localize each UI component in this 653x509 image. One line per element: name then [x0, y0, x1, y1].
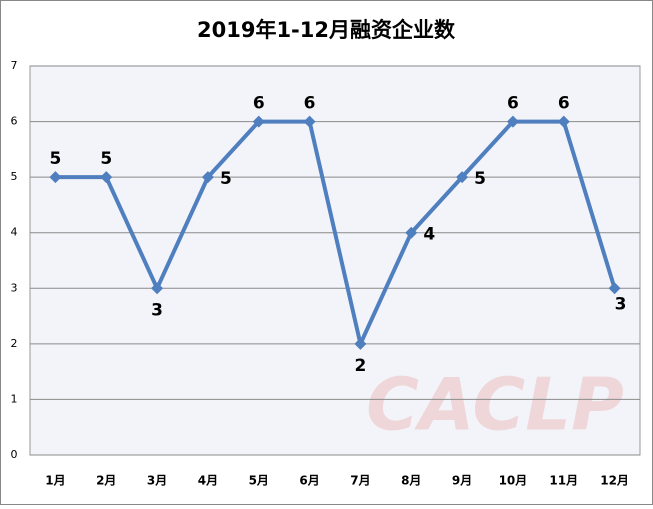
x-tick-label: 3月 — [147, 474, 167, 488]
data-label: 2 — [354, 356, 366, 376]
marker — [456, 171, 469, 184]
x-tick-label: 7月 — [350, 474, 370, 488]
data-label: 4 — [423, 225, 435, 245]
watermark: CACLP — [366, 363, 624, 447]
data-line — [55, 119, 617, 346]
y-tick-label: 4 — [11, 226, 18, 239]
x-tick-label: 6月 — [299, 474, 319, 488]
marker — [49, 171, 62, 184]
data-label: 5 — [100, 149, 112, 169]
data-label: 6 — [507, 94, 519, 114]
marker — [201, 171, 214, 184]
marker — [151, 282, 164, 295]
data-label: 5 — [220, 169, 232, 189]
x-tick-label: 8月 — [401, 474, 421, 488]
data-label: 3 — [615, 294, 627, 314]
y-tick-label: 3 — [11, 281, 18, 294]
data-label: 5 — [474, 169, 486, 189]
marker — [252, 115, 265, 128]
marker — [608, 282, 621, 295]
x-tick-label: 9月 — [452, 474, 472, 488]
y-tick-label: 2 — [11, 337, 18, 350]
chart-title: 2019年1-12月融资企业数 — [197, 18, 456, 42]
marker — [354, 337, 367, 350]
y-tick-label: 5 — [11, 170, 18, 183]
x-tick-label: 11月 — [549, 474, 578, 488]
x-tick-label: 12月 — [600, 474, 629, 488]
data-label: 6 — [253, 94, 265, 114]
y-tick-label: 0 — [11, 448, 18, 461]
data-label: 5 — [49, 149, 61, 169]
marker — [557, 115, 570, 128]
marker — [506, 115, 519, 128]
x-tick-label: 4月 — [198, 474, 218, 488]
x-tick-label: 2月 — [96, 474, 116, 488]
y-tick-label: 6 — [11, 115, 18, 128]
marker — [405, 226, 418, 239]
y-tick-label: 7 — [11, 59, 18, 72]
y-tick-label: 1 — [11, 392, 18, 405]
x-tick-label: 10月 — [499, 474, 528, 488]
marker — [303, 115, 316, 128]
marker — [100, 171, 113, 184]
data-label: 6 — [558, 94, 570, 114]
data-label: 6 — [304, 94, 316, 114]
plot-area — [29, 65, 641, 456]
x-tick-label: 5月 — [249, 474, 269, 488]
x-tick-label: 1月 — [45, 474, 65, 488]
data-label: 3 — [151, 300, 163, 320]
